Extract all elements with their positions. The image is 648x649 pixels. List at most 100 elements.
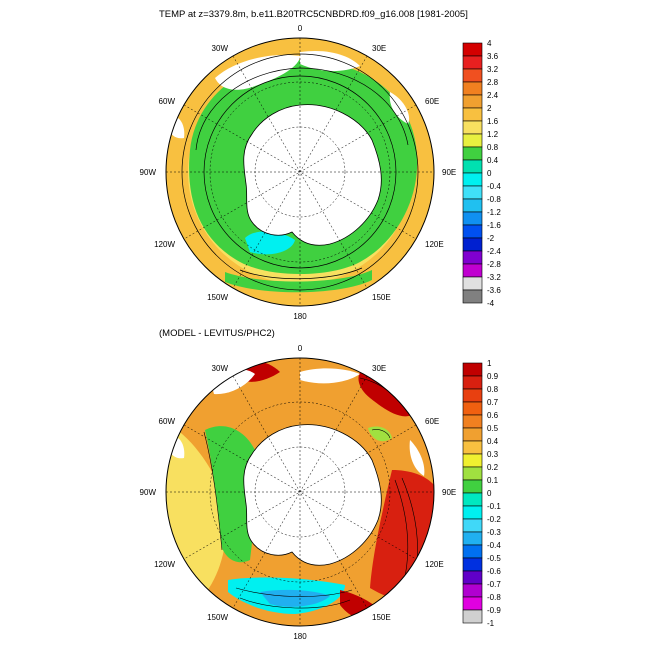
colorbar-label: -3.2 <box>487 273 501 282</box>
colorbar-label: 2.8 <box>487 78 499 87</box>
top-label-150w: 150W <box>207 293 228 302</box>
colorbar-label: 0.3 <box>487 450 499 459</box>
bottom-label-150w: 150W <box>207 613 228 622</box>
bottom-panel-title: (MODEL - LEVITUS/PHC2) <box>159 328 275 339</box>
colorbar-swatch <box>462 224 483 239</box>
colorbar-swatch <box>462 120 483 135</box>
top-graticule <box>166 38 434 306</box>
top-label-90w: 90W <box>140 168 157 177</box>
top-antarctica <box>243 104 382 246</box>
colorbar-swatch <box>462 453 483 468</box>
colorbar-swatch <box>462 531 483 546</box>
colorbar-swatch <box>462 289 483 304</box>
colorbar-swatch <box>462 42 483 57</box>
colorbar-label: 0.8 <box>487 143 499 152</box>
colorbar-label: -1.6 <box>487 221 501 230</box>
colorbar-swatch <box>462 276 483 291</box>
colorbar-label: -1 <box>487 619 495 628</box>
top-colorbar: 4 3.6 3.2 2.8 2.4 2 1.6 1.2 0.8 0.4 0 -0.4 -0.8 -1.2 -… <box>462 39 501 308</box>
colorbar-label: -0.6 <box>487 567 501 576</box>
top-label-30e: 30E <box>372 44 386 53</box>
colorbar-swatch <box>462 596 483 611</box>
bottom-label-30w: 30W <box>212 364 229 373</box>
colorbar-label: -0.4 <box>487 182 501 191</box>
colorbar-swatch <box>462 159 483 174</box>
bottom-longitude-labels: 0 30E 60E 90E 120E 150E 180 150W 120W 90… <box>140 344 457 641</box>
colorbar-swatch <box>462 427 483 442</box>
top-patch-cyan <box>245 231 295 255</box>
top-map-border <box>165 37 435 307</box>
top-label-180: 180 <box>293 312 307 321</box>
colorbar-label: 3.2 <box>487 65 499 74</box>
top-band-arc-green <box>225 270 372 293</box>
colorbar-label: -0.3 <box>487 528 501 537</box>
colorbar-swatch <box>462 479 483 494</box>
colorbar-swatch <box>462 609 483 624</box>
bottom-patch-green <box>368 426 392 442</box>
bottom-map: 0 30E 60E 90E 120E 150E 180 150W 120W 90… <box>140 344 457 641</box>
colorbar-label: -0.1 <box>487 502 501 511</box>
colorbar-swatch <box>462 505 483 520</box>
bottom-label-90w: 90W <box>140 488 157 497</box>
bottom-label-180: 180 <box>293 632 307 641</box>
top-label-60e: 60E <box>425 97 439 106</box>
colorbar-label: -0.7 <box>487 580 501 589</box>
top-label-90e: 90E <box>442 168 456 177</box>
colorbar-label: -2.4 <box>487 247 501 256</box>
top-longitude-labels: 0 30E 60E 90E 120E 150E 180 150W 120W 90… <box>140 24 457 321</box>
colorbar-label: -0.4 <box>487 541 501 550</box>
colorbar-swatch <box>462 185 483 200</box>
colorbar-swatch <box>462 146 483 161</box>
colorbar-swatch <box>462 388 483 403</box>
top-label-60w: 60W <box>159 97 176 106</box>
colorbar-label: 0.8 <box>487 385 499 394</box>
top-label-120w: 120W <box>154 240 175 249</box>
colorbar-swatch <box>462 414 483 429</box>
colorbar-swatch <box>462 518 483 533</box>
bottom-label-30e: 30E <box>372 364 386 373</box>
colorbar-label: 0.7 <box>487 398 499 407</box>
colorbar-swatch <box>462 570 483 585</box>
colorbar-label: -0.8 <box>487 195 501 204</box>
top-panel-title: TEMP at z=3379.8m, b.e11.B20TRC5CNBDRD.f… <box>159 9 468 20</box>
bottom-label-0: 0 <box>298 344 303 353</box>
bottom-region-red-northeast <box>358 372 412 417</box>
colorbar-swatch <box>462 362 483 377</box>
colorbar-label: -0.9 <box>487 606 501 615</box>
colorbar-label: 1.6 <box>487 117 499 126</box>
colorbar-swatch <box>462 237 483 252</box>
colorbar-label: -0.2 <box>487 515 501 524</box>
bottom-map-border <box>165 357 435 627</box>
top-label-150e: 150E <box>372 293 391 302</box>
colorbar-label: 2.4 <box>487 91 499 100</box>
bottom-label-60e: 60E <box>425 417 439 426</box>
colorbar-swatch <box>462 198 483 213</box>
top-label-120e: 120E <box>425 240 444 249</box>
colorbar-swatch <box>462 94 483 109</box>
colorbar-label: 1.2 <box>487 130 499 139</box>
colorbar-swatch <box>462 544 483 559</box>
colorbar-swatch <box>462 583 483 598</box>
bottom-graticule <box>166 358 434 626</box>
bottom-label-120w: 120W <box>154 560 175 569</box>
top-label-30w: 30W <box>212 44 229 53</box>
top-label-0: 0 <box>298 24 303 33</box>
colorbar-swatch <box>462 375 483 390</box>
bottom-region-blue <box>260 589 330 607</box>
colorbar-label: 0.4 <box>487 437 499 446</box>
colorbar-swatch <box>462 250 483 265</box>
bottom-label-60w: 60W <box>159 417 176 426</box>
colorbar-label: -2 <box>487 234 495 243</box>
colorbar-label: 0.9 <box>487 372 499 381</box>
colorbar-label: -3.6 <box>487 286 501 295</box>
colorbar-swatch <box>462 68 483 83</box>
top-missing-data-1 <box>215 54 300 90</box>
colorbar-label: 0.6 <box>487 411 499 420</box>
bottom-label-150e: 150E <box>372 613 391 622</box>
colorbar-label: 1 <box>487 359 492 368</box>
bottom-missing-data-2 <box>300 368 360 384</box>
bottom-antarctica <box>243 424 382 566</box>
colorbar-label: 4 <box>487 39 492 48</box>
top-missing-data-2 <box>300 50 360 72</box>
top-map: 0 30E 60E 90E 120E 150E 180 150W 120W 90… <box>140 24 457 321</box>
